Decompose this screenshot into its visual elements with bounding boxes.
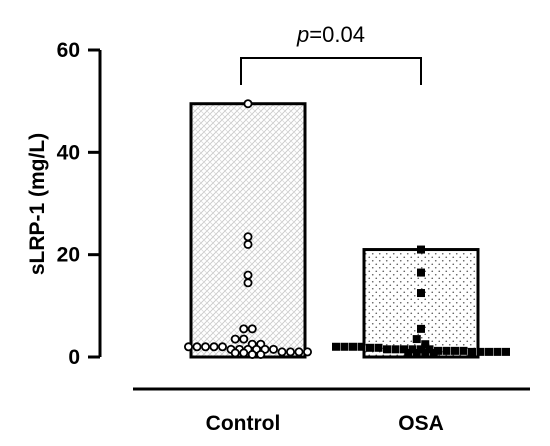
data-point-osa bbox=[340, 342, 349, 351]
data-point-control bbox=[285, 347, 295, 357]
data-point-osa bbox=[391, 345, 400, 354]
y-tick-label: 40 bbox=[57, 141, 80, 164]
data-point-osa bbox=[425, 345, 434, 354]
bracket-line bbox=[240, 57, 422, 85]
data-point-control bbox=[183, 342, 193, 352]
data-point-osa bbox=[408, 345, 417, 354]
data-point-osa bbox=[366, 343, 374, 352]
p-value-annotation: p=0.04 bbox=[296, 22, 365, 47]
category-label-osa: OSA bbox=[398, 412, 444, 435]
data-point-osa bbox=[412, 348, 421, 357]
data-point-osa bbox=[417, 324, 425, 333]
data-point-osa bbox=[434, 346, 442, 355]
data-point-control bbox=[230, 348, 240, 358]
data-point-osa bbox=[493, 347, 502, 356]
x-axis: Control OSA bbox=[133, 387, 530, 435]
data-point-control bbox=[239, 348, 249, 358]
data-point-control bbox=[243, 99, 253, 109]
p-value: =0.04 bbox=[309, 22, 365, 47]
data-point-control bbox=[243, 232, 253, 242]
significance-bracket: p=0.04 bbox=[240, 22, 422, 85]
data-point-control bbox=[200, 342, 210, 352]
bar-osa bbox=[362, 248, 480, 359]
data-point-control bbox=[277, 347, 287, 357]
y-axis: 0 20 40 60 sLRP-1 (mg/L) bbox=[26, 39, 102, 369]
data-point-osa bbox=[417, 245, 425, 254]
data-point-osa bbox=[417, 268, 425, 277]
data-point-osa bbox=[412, 335, 421, 344]
data-point-control bbox=[230, 334, 240, 344]
data-point-osa bbox=[332, 342, 340, 351]
bars bbox=[189, 102, 480, 359]
data-point-control bbox=[243, 239, 253, 249]
data-point-control bbox=[302, 347, 312, 357]
data-point-control bbox=[209, 342, 219, 352]
data-point-osa bbox=[421, 340, 430, 349]
data-point-control bbox=[239, 334, 249, 344]
data-point-control bbox=[192, 342, 202, 352]
data-point-control bbox=[243, 278, 253, 288]
data-point-osa bbox=[404, 348, 413, 357]
bar-control bbox=[189, 102, 307, 359]
data-point-osa bbox=[442, 346, 451, 355]
data-points bbox=[183, 99, 510, 359]
data-point-osa bbox=[349, 342, 357, 351]
y-tick-label: 60 bbox=[57, 39, 80, 62]
p-symbol: p bbox=[296, 22, 309, 47]
data-point-osa bbox=[374, 343, 383, 352]
data-point-osa bbox=[429, 348, 438, 357]
data-point-control bbox=[247, 349, 257, 359]
data-point-control bbox=[239, 324, 249, 334]
data-point-control bbox=[294, 347, 304, 357]
data-point-osa bbox=[417, 289, 425, 298]
y-axis-title: sLRP-1 (mg/L) bbox=[26, 133, 49, 275]
data-point-osa bbox=[502, 347, 510, 356]
data-point-control bbox=[243, 270, 253, 280]
y-tick-label: 0 bbox=[68, 346, 80, 369]
data-point-osa bbox=[357, 342, 366, 351]
y-ticks: 0 20 40 60 bbox=[57, 39, 100, 369]
data-point-control bbox=[247, 324, 257, 334]
data-point-control bbox=[268, 344, 278, 354]
data-point-osa bbox=[485, 347, 493, 356]
data-point-control bbox=[256, 349, 266, 359]
data-point-osa bbox=[451, 346, 459, 355]
data-point-control bbox=[217, 342, 227, 352]
data-point-osa bbox=[421, 348, 430, 357]
data-point-osa bbox=[417, 345, 425, 354]
data-point-osa bbox=[468, 347, 476, 356]
data-point-osa bbox=[400, 345, 408, 354]
y-tick-label: 20 bbox=[57, 244, 80, 267]
data-point-osa bbox=[383, 345, 391, 354]
category-label-control: Control bbox=[206, 412, 281, 435]
data-point-osa bbox=[459, 346, 468, 355]
data-point-osa bbox=[476, 347, 485, 356]
